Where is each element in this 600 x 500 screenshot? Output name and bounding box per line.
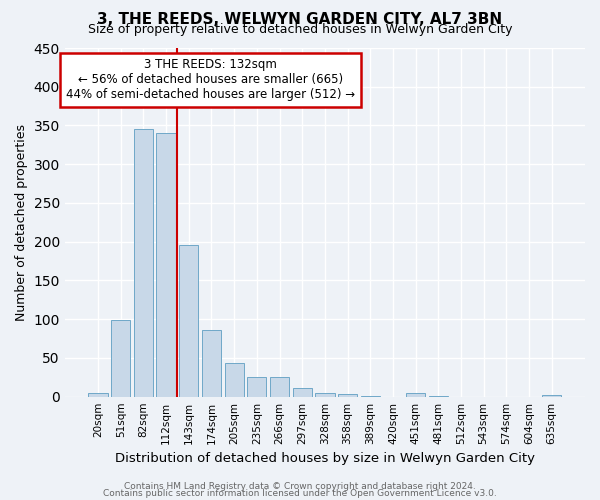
Bar [202, 330, 221, 396]
Bar [270, 378, 289, 396]
Bar [406, 393, 425, 396]
Text: Size of property relative to detached houses in Welwyn Garden City: Size of property relative to detached ho… [88, 22, 512, 36]
Bar [88, 393, 108, 396]
Bar [542, 395, 562, 396]
Text: 3, THE REEDS, WELWYN GARDEN CITY, AL7 3BN: 3, THE REEDS, WELWYN GARDEN CITY, AL7 3B… [97, 12, 503, 28]
Bar [134, 130, 153, 396]
Bar [157, 133, 176, 396]
Bar [224, 362, 244, 396]
X-axis label: Distribution of detached houses by size in Welwyn Garden City: Distribution of detached houses by size … [115, 452, 535, 465]
Y-axis label: Number of detached properties: Number of detached properties [15, 124, 28, 321]
Bar [315, 393, 335, 396]
Bar [338, 394, 357, 396]
Text: Contains HM Land Registry data © Crown copyright and database right 2024.: Contains HM Land Registry data © Crown c… [124, 482, 476, 491]
Text: 3 THE REEDS: 132sqm
← 56% of detached houses are smaller (665)
44% of semi-detac: 3 THE REEDS: 132sqm ← 56% of detached ho… [66, 58, 355, 102]
Text: Contains public sector information licensed under the Open Government Licence v3: Contains public sector information licen… [103, 490, 497, 498]
Bar [293, 388, 312, 396]
Bar [179, 245, 199, 396]
Bar [247, 376, 266, 396]
Bar [111, 320, 130, 396]
